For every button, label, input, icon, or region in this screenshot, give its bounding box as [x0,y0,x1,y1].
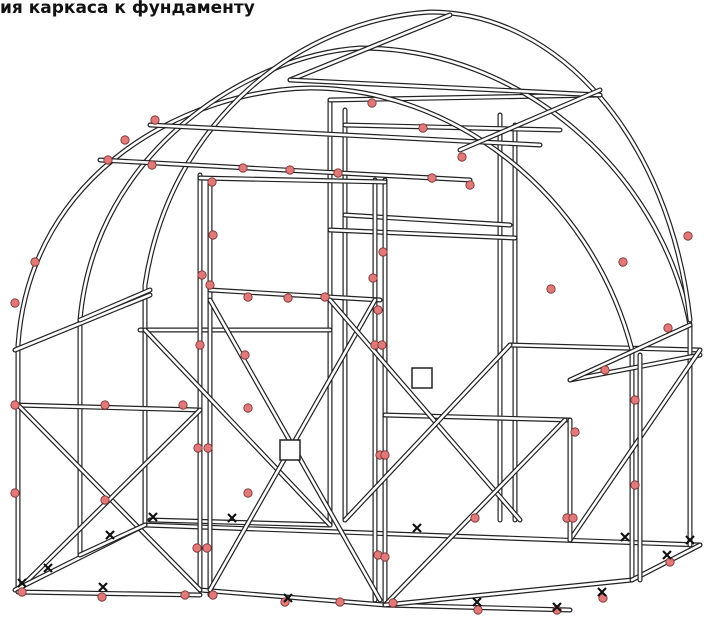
fastener-dot [664,324,672,332]
diagonal-inner [330,300,520,520]
anchor-cross [663,551,671,559]
fastener-dot [98,593,106,601]
fastener-dot [31,258,39,266]
fastener-dot [321,293,329,301]
fastener-dot [148,161,156,169]
fastener-dot [474,606,482,614]
back-beam-inner [145,525,700,545]
fastener-dot [196,341,204,349]
page: ия каркаса к фундаменту (() => { const d… [0,0,706,620]
fastener-dot [18,588,26,596]
fastener-dot [369,274,377,282]
fastener-dot [206,281,214,289]
fastener-dot [11,401,19,409]
fastener-dot [334,169,342,177]
anchor-cross [106,531,114,539]
fastener-dot [336,598,344,606]
arch [145,12,690,525]
anchor-cross [473,598,481,606]
fastener-dot [11,299,19,307]
fastener-dot [547,285,555,293]
fastener-dot [381,553,389,561]
fastener-dot [179,401,187,409]
fastener-dot [466,181,474,189]
fastener-dot [471,514,479,522]
fastener-dot [378,341,386,349]
fastener-dot [374,306,382,314]
fastener-dot [244,489,252,497]
fastener-dot [389,599,397,607]
gusset [412,368,432,388]
fastener-dot [601,366,609,374]
fastener-dot [286,166,294,174]
fastener-dot [284,294,292,302]
frame-drawing [0,0,706,620]
fastener-dot [194,444,202,452]
fastener-dot [631,481,639,489]
fastener-dot [428,174,436,182]
door-frame-inner [200,590,385,605]
fastener-dot [204,444,212,452]
anchor-cross [99,583,107,591]
fastener-dot [239,164,247,172]
purlin-inner [80,290,150,320]
arch-inner [145,12,690,525]
door-frame-inner [210,290,380,300]
fastener-dot [244,293,252,301]
fastener-dot [241,351,249,359]
fastener-dot [101,496,109,504]
fastener-dot [244,404,252,412]
fastener-dot [203,544,211,552]
fastener-dot [193,544,201,552]
fastener-dot [571,428,579,436]
fastener-dot [684,232,692,240]
fastener-dot [569,514,577,522]
back-beam-inner [330,230,515,238]
fastener-dot [104,156,112,164]
fastener-dot [458,153,466,161]
fastener-dot [419,124,427,132]
fastener-dot [379,248,387,256]
fastener-dot [198,271,206,279]
back-beam-inner [345,215,510,225]
anchor-cross [413,524,421,532]
fastener-dot [181,591,189,599]
fastener-dot [619,258,627,266]
fastener-dot [121,136,129,144]
fastener-dot [631,396,639,404]
fastener-dot [11,489,19,497]
fastener-dot [209,231,217,239]
base-beam-inner [385,580,632,605]
fastener-dot [209,591,217,599]
fastener-dot [151,116,159,124]
fastener-dot [101,401,109,409]
fastener-dot [368,99,376,107]
fastener-dot [381,451,389,459]
fastener-dot [208,178,216,186]
gusset [280,440,300,460]
diagonal-inner [80,525,145,555]
